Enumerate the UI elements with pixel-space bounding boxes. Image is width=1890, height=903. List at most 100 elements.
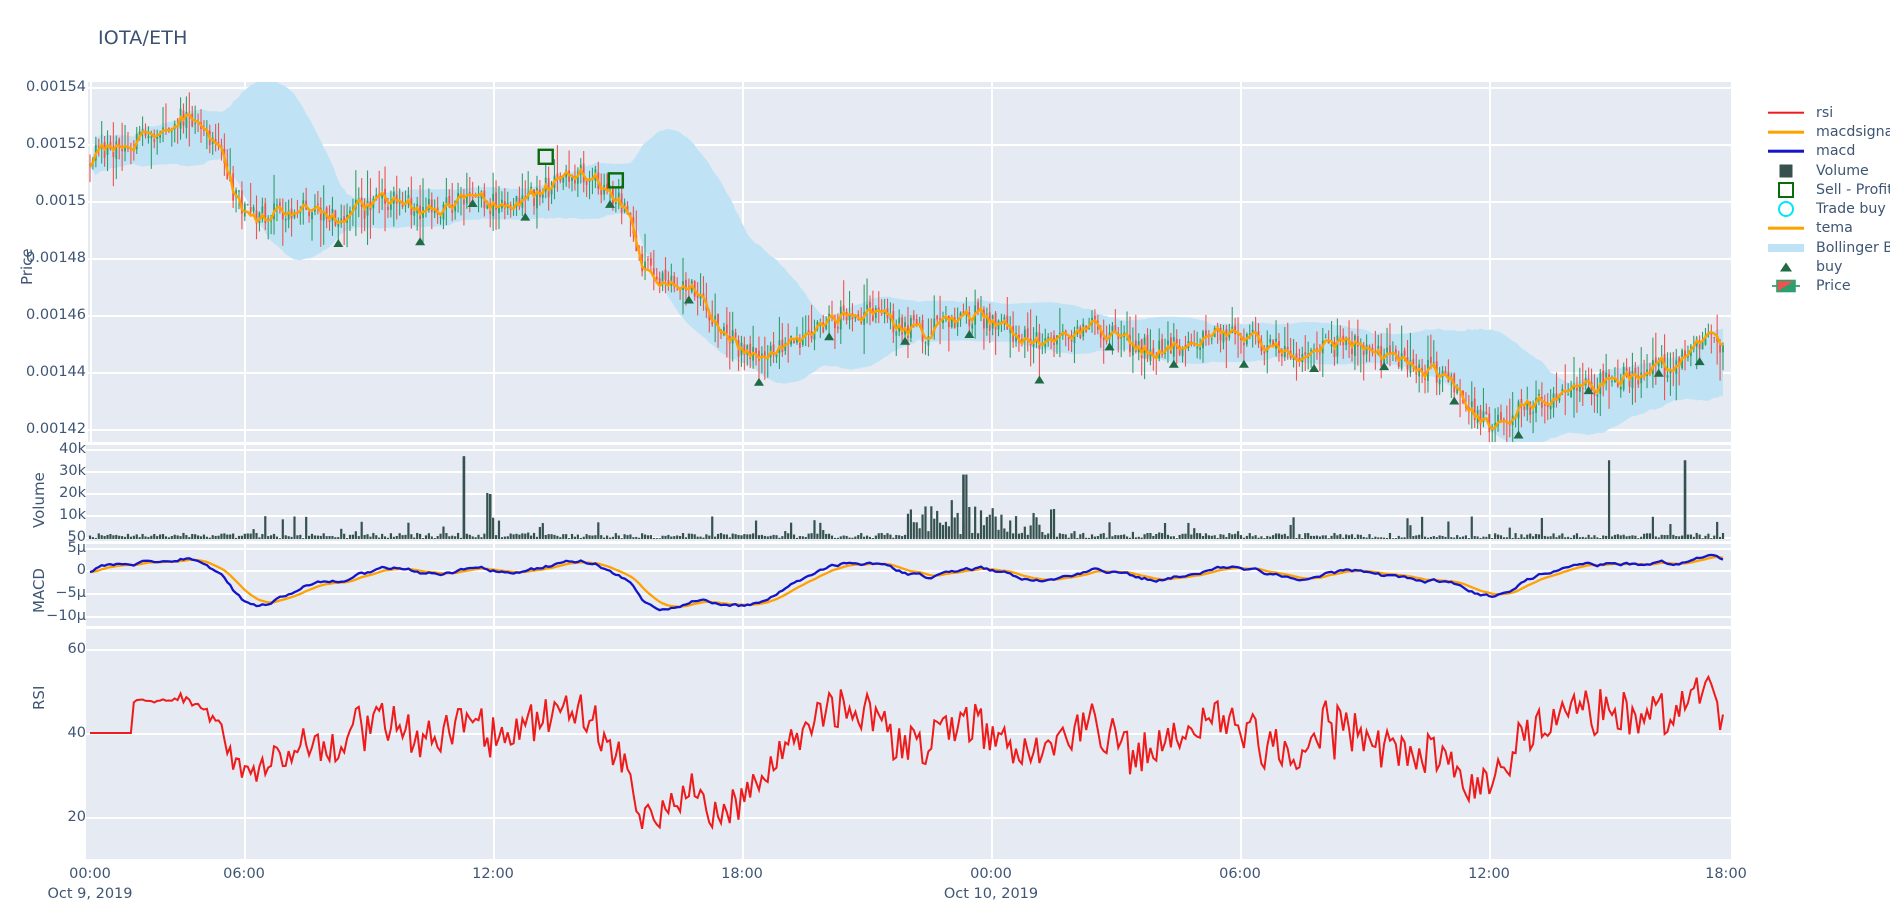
tema-line bbox=[89, 113, 1724, 431]
rsi-y-axis: 60 40 20 bbox=[0, 629, 86, 861]
legend-item-tema[interactable]: tema bbox=[1765, 219, 1890, 238]
legend-item-macdsignal[interactable]: macdsignal bbox=[1765, 122, 1890, 141]
square-open-marker-icon bbox=[1778, 181, 1794, 198]
volume-axis-title: Volume bbox=[30, 472, 48, 528]
gridline bbox=[86, 258, 1731, 260]
candlestick-swatch-icon bbox=[1771, 279, 1801, 294]
legend-item-label: tema bbox=[1816, 220, 1853, 237]
macd-axis-title: MACD bbox=[30, 568, 48, 613]
gridline bbox=[244, 445, 246, 541]
sell-profit-markers bbox=[537, 148, 625, 189]
price-panel bbox=[86, 82, 1731, 442]
legend-item-macd[interactable]: macd bbox=[1765, 142, 1890, 161]
legend-item-trade-buy[interactable]: Trade buy bbox=[1765, 199, 1890, 218]
volume-y-axis: 40k 30k 20k 10k 50 bbox=[0, 441, 86, 545]
macd-line bbox=[89, 553, 1724, 612]
gridline bbox=[493, 544, 495, 626]
gridline bbox=[86, 429, 1731, 431]
square-swatch-icon bbox=[1765, 161, 1807, 180]
rsi-line bbox=[90, 674, 1724, 831]
legend-item-label: Price bbox=[1816, 278, 1851, 295]
y-tick: 0.00142 bbox=[26, 421, 86, 437]
band-swatch-icon bbox=[1768, 243, 1804, 252]
rsi-plot bbox=[90, 674, 1724, 831]
square-open-marker-icon bbox=[1765, 180, 1807, 199]
legend: rsi macdsignal macd Volume Sell - Profit Trad… bbox=[1765, 103, 1890, 296]
y-tick: 0.00144 bbox=[26, 364, 86, 380]
y-tick: 0.00146 bbox=[26, 307, 86, 323]
legend-item-price[interactable]: Price bbox=[1765, 277, 1890, 296]
gridline bbox=[86, 649, 1731, 651]
y-tick: 60 bbox=[67, 641, 86, 657]
y-tick: −5µ bbox=[55, 585, 86, 601]
y-tick: 20 bbox=[67, 809, 86, 825]
gridline bbox=[991, 82, 993, 442]
x-tick: 00:00 bbox=[970, 866, 1012, 882]
price-plot bbox=[89, 82, 1724, 442]
gridline bbox=[493, 445, 495, 541]
x-tick-date: Oct 9, 2019 bbox=[47, 886, 133, 902]
price-axis-title: Price bbox=[18, 248, 36, 285]
gridline bbox=[1489, 629, 1491, 861]
triangle-up-marker-icon bbox=[1780, 262, 1792, 272]
gridline bbox=[742, 445, 744, 541]
legend-item-label: Sell - Profit bbox=[1816, 181, 1890, 198]
line-swatch-icon bbox=[1765, 122, 1807, 141]
gridline bbox=[1489, 544, 1491, 626]
gridline bbox=[90, 82, 92, 442]
price-y-axis: 0.00154 0.00152 0.0015 0.00148 0.00146 0… bbox=[0, 79, 86, 442]
gridline bbox=[86, 82, 88, 442]
macd-panel bbox=[86, 544, 1731, 626]
gridline bbox=[86, 372, 1731, 374]
rsi-panel bbox=[86, 629, 1731, 861]
y-tick: −10µ bbox=[46, 608, 86, 624]
gridline bbox=[1240, 82, 1242, 442]
legend-item-volume[interactable]: Volume bbox=[1765, 161, 1890, 180]
macd-y-axis: 5µ 0 −5µ −10µ bbox=[0, 540, 86, 626]
band-swatch-icon bbox=[1765, 238, 1807, 257]
gridline bbox=[86, 201, 1731, 203]
x-tick: 00:00 bbox=[69, 866, 111, 882]
gridline bbox=[86, 817, 1731, 819]
x-tick: 06:00 bbox=[223, 866, 265, 882]
gridline bbox=[86, 733, 1731, 735]
legend-item-label: Trade buy bbox=[1816, 201, 1886, 218]
buy-markers bbox=[333, 198, 1705, 439]
legend-item-bollinger-band[interactable]: Bollinger Band bbox=[1765, 238, 1890, 257]
legend-item-label: Volume bbox=[1816, 162, 1869, 179]
square-swatch-icon bbox=[1779, 164, 1793, 178]
line-swatch-icon bbox=[1768, 227, 1804, 230]
gridline bbox=[991, 445, 993, 541]
x-tick: 06:00 bbox=[1219, 866, 1261, 882]
page-title: IOTA/ETH bbox=[98, 27, 188, 49]
line-swatch-icon bbox=[1768, 130, 1804, 134]
y-tick: 0.0015 bbox=[35, 193, 86, 209]
gridline bbox=[86, 548, 1731, 550]
y-tick: 0.00152 bbox=[26, 136, 86, 152]
legend-item-buy[interactable]: buy bbox=[1765, 257, 1890, 276]
x-tick: 18:00 bbox=[1705, 866, 1747, 882]
legend-item-rsi[interactable]: rsi bbox=[1765, 103, 1890, 122]
gridline bbox=[244, 629, 246, 861]
gridline bbox=[86, 593, 1731, 595]
gridline bbox=[1240, 445, 1242, 541]
gridline bbox=[493, 629, 495, 861]
gridline bbox=[1489, 445, 1491, 541]
line-swatch-icon bbox=[1765, 219, 1807, 238]
candlestick-swatch-icon bbox=[1765, 277, 1807, 296]
gridline bbox=[86, 144, 1731, 146]
x-tick: 12:00 bbox=[1468, 866, 1510, 882]
legend-item-sell-profit[interactable]: Sell - Profit bbox=[1765, 180, 1890, 199]
gridline bbox=[86, 449, 1731, 451]
y-tick: 0.00154 bbox=[26, 79, 86, 95]
legend-item-label: rsi bbox=[1816, 104, 1834, 121]
legend-item-label: macd bbox=[1816, 143, 1856, 160]
y-tick: 0 bbox=[76, 562, 86, 578]
y-tick: 40 bbox=[67, 725, 86, 741]
triangle-up-marker-icon bbox=[1765, 258, 1807, 277]
gridline bbox=[86, 87, 1731, 89]
line-swatch-icon bbox=[1768, 111, 1804, 114]
line-swatch-icon bbox=[1765, 103, 1807, 122]
circle-open-marker-icon bbox=[1765, 200, 1807, 219]
